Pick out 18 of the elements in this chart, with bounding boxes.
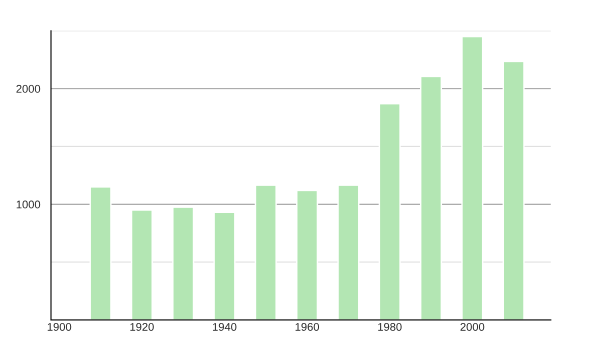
y-tick-label: 1000 — [16, 200, 40, 208]
bar — [502, 60, 525, 320]
x-tick-label: 2000 — [460, 322, 484, 331]
x-tick-label: 1980 — [378, 322, 402, 331]
bar — [420, 76, 442, 320]
bar — [461, 36, 484, 320]
bar — [378, 102, 401, 320]
x-tick-label: 1960 — [296, 322, 320, 331]
bar — [296, 190, 318, 320]
x-tick-label: 1940 — [212, 322, 236, 331]
bar — [213, 212, 236, 320]
bar — [172, 206, 194, 320]
bar — [254, 184, 277, 320]
bar — [90, 186, 112, 320]
bar — [337, 184, 360, 320]
bar — [130, 209, 153, 320]
x-tick-label: 1920 — [130, 322, 154, 331]
x-tick-label: 1900 — [48, 322, 72, 331]
